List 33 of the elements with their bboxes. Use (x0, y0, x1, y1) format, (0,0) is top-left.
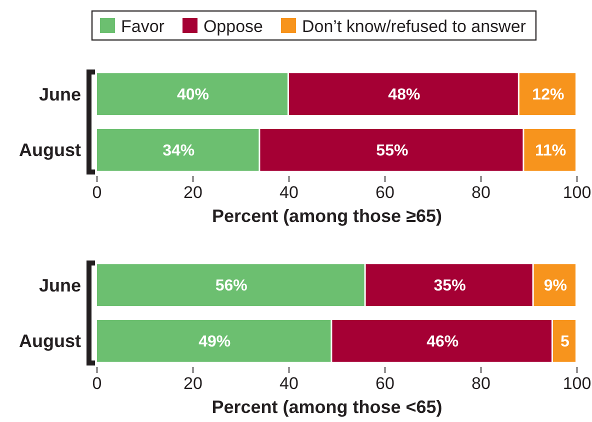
x-tick-label: 100 (562, 183, 592, 202)
data-label: 48% (388, 86, 420, 104)
x-tick-label: 60 (376, 183, 394, 202)
x-tick-label: 60 (376, 374, 394, 393)
data-label: 56% (215, 278, 248, 295)
data-label: 9% (544, 278, 567, 295)
data-label: 40% (176, 86, 210, 104)
data-label: 35% (434, 278, 466, 295)
data-label: 5 (560, 334, 570, 351)
y-tick-label: June (38, 275, 81, 296)
data-label: 49% (198, 334, 231, 351)
x-tick-label: 0 (92, 374, 102, 393)
data-label: 11% (535, 142, 566, 160)
x-tick-label: 40 (280, 374, 298, 393)
legend-label: Don’t know/refused to answer (302, 16, 526, 36)
x-axis-title: Percent (among those <65) (212, 397, 442, 417)
x-tick-label: 20 (184, 374, 202, 393)
data-label: 34% (162, 142, 195, 160)
x-tick-label: 0 (92, 183, 102, 202)
data-label: 46% (426, 334, 459, 351)
data-label: 12% (532, 86, 564, 104)
x-tick-label: 40 (280, 183, 298, 202)
x-tick-label: 80 (472, 374, 490, 393)
x-axis-title: Percent (among those ≥65) (212, 206, 442, 226)
x-tick-label: 100 (562, 374, 592, 393)
x-tick-label: 80 (472, 183, 490, 202)
legend-label: Favor (121, 16, 165, 36)
y-tick-label: June (38, 84, 81, 104)
data-label: 55% (376, 142, 408, 160)
y-tick-label: August (19, 140, 81, 160)
y-tick-label: August (19, 331, 81, 352)
legend-label: Oppose (203, 16, 263, 36)
x-tick-label: 20 (184, 183, 202, 202)
